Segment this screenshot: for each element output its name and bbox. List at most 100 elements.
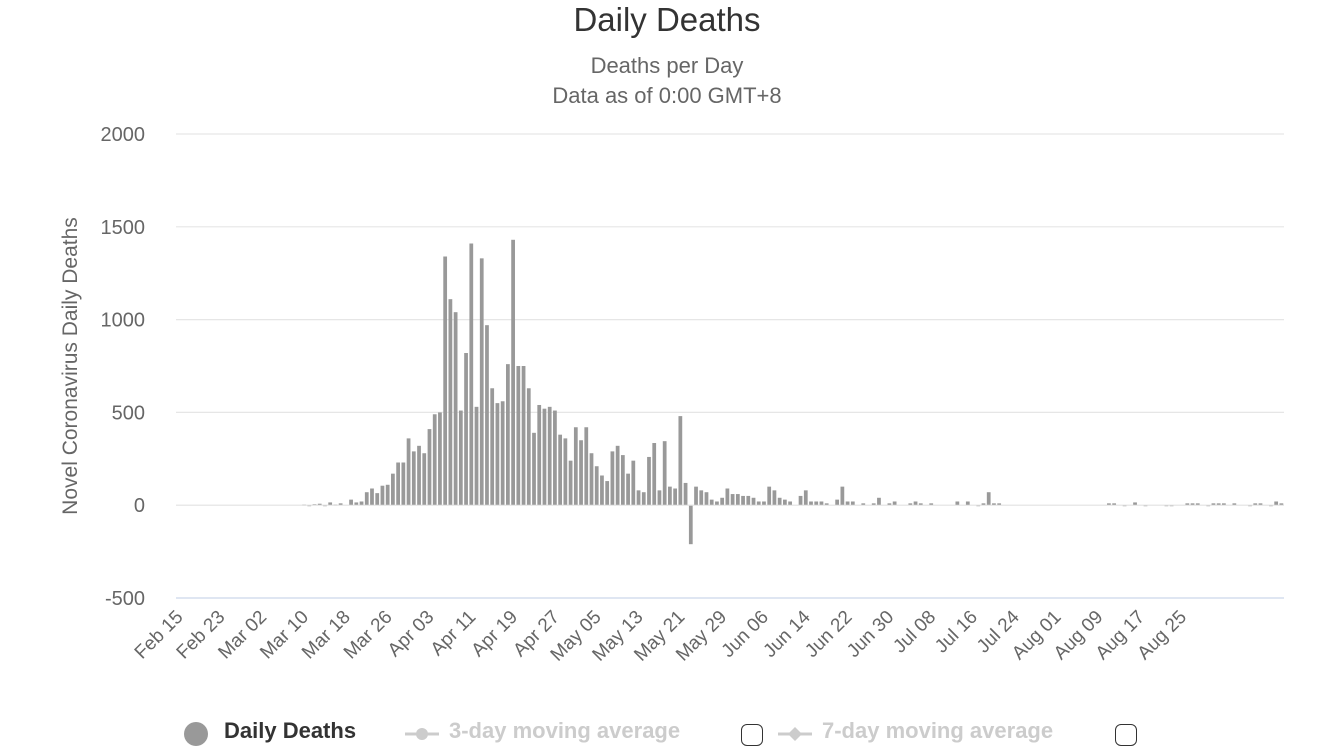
checkbox-3-day-moving-average[interactable] bbox=[741, 724, 763, 746]
bar[interactable] bbox=[762, 501, 766, 506]
bar[interactable] bbox=[929, 503, 934, 506]
bar[interactable] bbox=[965, 501, 970, 506]
bar[interactable] bbox=[662, 441, 667, 506]
bar[interactable] bbox=[432, 414, 437, 506]
bar[interactable] bbox=[992, 503, 996, 506]
bar[interactable] bbox=[751, 497, 756, 506]
bar[interactable] bbox=[986, 492, 991, 506]
bar[interactable] bbox=[417, 445, 421, 506]
bar[interactable] bbox=[537, 404, 542, 506]
bar[interactable] bbox=[688, 505, 693, 545]
bar[interactable] bbox=[798, 495, 803, 506]
bar[interactable] bbox=[589, 453, 594, 506]
bar[interactable] bbox=[411, 451, 416, 506]
bar[interactable] bbox=[767, 486, 772, 506]
bar[interactable] bbox=[317, 503, 322, 506]
bar[interactable] bbox=[647, 456, 651, 506]
bar[interactable] bbox=[359, 501, 364, 506]
bar[interactable] bbox=[1185, 503, 1190, 506]
bar[interactable] bbox=[506, 364, 510, 506]
bar[interactable] bbox=[641, 492, 646, 506]
bar[interactable] bbox=[401, 462, 406, 506]
bar[interactable] bbox=[913, 501, 918, 506]
bar[interactable] bbox=[605, 481, 610, 506]
bar[interactable] bbox=[375, 493, 380, 506]
bar[interactable] bbox=[500, 401, 505, 506]
bar[interactable] bbox=[730, 494, 735, 506]
bar[interactable] bbox=[354, 502, 359, 506]
bar[interactable] bbox=[1279, 503, 1284, 506]
bar[interactable] bbox=[871, 503, 876, 506]
bar[interactable] bbox=[709, 499, 714, 506]
bar[interactable] bbox=[814, 501, 819, 506]
bar[interactable] bbox=[997, 503, 1002, 506]
bar[interactable] bbox=[479, 258, 484, 506]
bar[interactable] bbox=[615, 445, 620, 506]
bar[interactable] bbox=[448, 299, 453, 506]
bar[interactable] bbox=[908, 503, 913, 506]
bar[interactable] bbox=[626, 473, 630, 506]
bar[interactable] bbox=[1211, 503, 1216, 506]
bar[interactable] bbox=[610, 451, 615, 506]
bar[interactable] bbox=[668, 486, 672, 506]
bar[interactable] bbox=[558, 434, 563, 506]
bar[interactable] bbox=[683, 482, 688, 506]
bar[interactable] bbox=[349, 499, 353, 506]
checkbox-7-day-moving-average[interactable] bbox=[1115, 724, 1137, 746]
bar[interactable] bbox=[427, 429, 432, 506]
bar[interactable] bbox=[385, 484, 390, 506]
bar[interactable] bbox=[584, 427, 589, 506]
bar[interactable] bbox=[720, 497, 725, 506]
bar[interactable] bbox=[746, 495, 751, 506]
bar[interactable] bbox=[485, 325, 489, 506]
bar[interactable] bbox=[887, 503, 892, 506]
bar[interactable] bbox=[673, 488, 677, 506]
bar[interactable] bbox=[803, 490, 808, 506]
bar[interactable] bbox=[735, 494, 740, 506]
bar[interactable] bbox=[568, 460, 573, 506]
bar[interactable] bbox=[783, 499, 787, 506]
bar[interactable] bbox=[981, 503, 986, 506]
bar[interactable] bbox=[553, 410, 557, 506]
bar[interactable] bbox=[453, 312, 458, 506]
bar[interactable] bbox=[918, 503, 923, 506]
bar[interactable] bbox=[845, 501, 850, 506]
bar[interactable] bbox=[1133, 502, 1137, 506]
bar[interactable] bbox=[464, 353, 468, 506]
bar[interactable] bbox=[563, 438, 568, 506]
bar[interactable] bbox=[370, 488, 374, 506]
bar[interactable] bbox=[380, 485, 385, 506]
bar[interactable] bbox=[678, 416, 683, 506]
bar[interactable] bbox=[1232, 503, 1237, 506]
bar[interactable] bbox=[777, 497, 782, 506]
bar[interactable] bbox=[657, 490, 662, 506]
bar[interactable] bbox=[458, 410, 463, 506]
bar[interactable] bbox=[469, 243, 474, 506]
bar[interactable] bbox=[495, 403, 500, 506]
bar[interactable] bbox=[338, 503, 343, 506]
bar[interactable] bbox=[788, 501, 792, 506]
bar[interactable] bbox=[396, 462, 400, 506]
bar[interactable] bbox=[516, 366, 521, 506]
bar[interactable] bbox=[443, 256, 448, 506]
bar[interactable] bbox=[490, 388, 495, 506]
bar[interactable] bbox=[861, 503, 866, 506]
bar[interactable] bbox=[840, 486, 845, 506]
bar[interactable] bbox=[809, 501, 813, 506]
bar[interactable] bbox=[422, 453, 427, 506]
bar[interactable] bbox=[1107, 503, 1111, 506]
bar[interactable] bbox=[636, 490, 641, 506]
bar[interactable] bbox=[620, 455, 625, 506]
bar[interactable] bbox=[756, 501, 761, 506]
bar[interactable] bbox=[1195, 503, 1200, 506]
bar[interactable] bbox=[573, 427, 578, 506]
bar[interactable] bbox=[364, 492, 369, 506]
bar[interactable] bbox=[850, 501, 855, 506]
bar[interactable] bbox=[600, 475, 604, 506]
bar[interactable] bbox=[521, 366, 526, 506]
bar[interactable] bbox=[391, 473, 395, 506]
bar[interactable] bbox=[955, 501, 960, 506]
bar[interactable] bbox=[819, 501, 824, 506]
bar[interactable] bbox=[694, 486, 698, 506]
bar[interactable] bbox=[542, 408, 547, 506]
